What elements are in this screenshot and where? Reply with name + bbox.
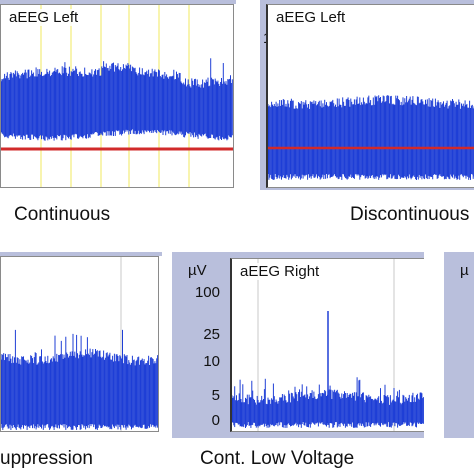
signal-band xyxy=(268,95,474,180)
caption-suppression: uppression xyxy=(0,448,93,469)
panel-top-border xyxy=(0,0,236,4)
aeeg-plot-low-voltage: aEEG Right xyxy=(230,258,424,432)
plot-title: aEEG Left xyxy=(274,9,348,26)
y-tick-label: 100 xyxy=(194,284,220,301)
plot-title: aEEG Left xyxy=(7,9,81,26)
signal-band xyxy=(232,377,424,428)
y-axis-discontinuous: µV 100 25 10 5 0 aEEG Left xyxy=(260,0,474,190)
panel-suppression xyxy=(0,252,162,434)
unit-label: µV xyxy=(188,262,207,279)
aeeg-plot-discontinuous: aEEG Left xyxy=(266,4,474,188)
aeeg-trace-suppression xyxy=(1,257,158,431)
signal-band xyxy=(1,329,158,430)
plot-title: aEEG Right xyxy=(238,263,322,280)
y-axis-cropped: µ xyxy=(444,252,474,438)
aeeg-trace-low-voltage xyxy=(232,259,424,431)
panel-continuous: aEEG Left xyxy=(0,0,236,195)
caption-continuous: Continuous xyxy=(14,204,111,225)
aeeg-trace-continuous xyxy=(1,5,233,187)
aeeg-trace-discontinuous xyxy=(268,95,474,180)
caption-low-voltage: Cont. Low Voltage xyxy=(200,448,355,469)
y-tick-label: 10 xyxy=(203,353,220,370)
y-tick-label: 25 xyxy=(203,326,220,343)
y-tick-label: 5 xyxy=(211,387,220,404)
y-tick-label: 0 xyxy=(211,412,220,429)
panel-top-border xyxy=(0,252,162,256)
y-axis-low-voltage: µV 100 25 10 5 0 aEEG Right xyxy=(172,252,424,438)
signal-band xyxy=(1,58,233,141)
unit-label: µ xyxy=(460,262,469,279)
aeeg-plot-continuous: aEEG Left xyxy=(0,4,234,188)
caption-discontinuous: Discontinuous xyxy=(350,204,470,225)
aeeg-plot-suppression xyxy=(0,256,159,432)
